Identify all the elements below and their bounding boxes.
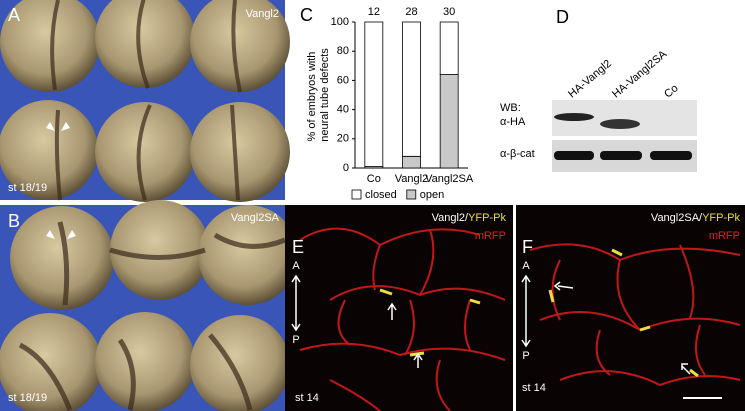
panel-label: B: [8, 211, 20, 231]
band: [600, 151, 642, 160]
legend-swatch: [351, 189, 362, 200]
n-label: 30: [443, 6, 455, 18]
arrowhead: [553, 281, 691, 375]
bar-segment: [364, 21, 384, 167]
y-axis-label-line: neural tube defects: [319, 48, 331, 142]
cell-membranes: [299, 227, 506, 411]
panel-label: D: [556, 7, 569, 27]
panel-label: A: [8, 5, 20, 25]
marker: YFP-Pk: [702, 212, 740, 224]
embryos: [0, 0, 290, 202]
band: [554, 151, 594, 160]
axis-posterior: P: [522, 350, 529, 362]
panel-a: A Vangl2 st 18/19: [0, 0, 290, 202]
lane-label: Co: [662, 82, 680, 100]
legend-label: open: [420, 189, 444, 201]
ap-arrow: [521, 274, 531, 348]
lane-label: HA-Vangl2: [566, 58, 614, 101]
yfp-puncta: [548, 248, 699, 378]
channel-label: Vangl2/YFP-Pk: [432, 212, 507, 224]
n-label: 12: [368, 6, 380, 18]
panel-label: F: [522, 237, 533, 257]
y-tick-label: 80: [337, 45, 349, 57]
panel-e: E Vangl2/YFP-Pk mRFP A P st 14: [285, 205, 513, 411]
photo-background: [285, 205, 513, 411]
ap-arrow: [291, 274, 301, 332]
legend-swatch: [406, 189, 417, 200]
yfp-puncta: [379, 288, 481, 357]
lane-label: HA-Vangl2SA: [610, 48, 670, 101]
bar-segment: [439, 74, 459, 169]
panel-title: Vangl2: [246, 8, 279, 20]
x-tick-label: Co: [367, 173, 381, 185]
y-tick-label: 100: [331, 16, 349, 28]
y-tick-label: 20: [337, 133, 349, 145]
panel-c: C % of embryos with neural tube defects …: [300, 5, 474, 201]
arrow: [387, 302, 423, 368]
legend-label: closed: [365, 189, 397, 201]
band: [554, 113, 594, 121]
bar-segment: [439, 21, 459, 75]
stage-label: st 18/19: [8, 182, 47, 194]
band: [600, 119, 640, 129]
panel-d: D HA-Vangl2 HA-Vangl2SA Co WB: α-HA α-β-…: [500, 7, 697, 172]
panel-label: C: [300, 5, 313, 25]
bar-segment: [402, 21, 421, 157]
panel-f: F Vangl2SA/YFP-Pk mRFP A P st 14: [516, 205, 745, 411]
panel-label: E: [292, 237, 304, 257]
y-axis-label-line: % of embryos with: [306, 52, 318, 142]
axis-posterior: P: [292, 334, 299, 346]
channel-label: mRFP: [475, 230, 506, 242]
x-tick-label: Vangl2SA: [425, 173, 474, 185]
y-axis-label: % of embryos with neural tube defects: [306, 48, 331, 142]
stage-label: st 14: [295, 392, 319, 404]
band: [650, 151, 692, 160]
axis-anterior: A: [522, 260, 530, 272]
wb-label: WB:: [500, 102, 521, 114]
axis-anterior: A: [292, 260, 300, 272]
y-tick-label: 0: [343, 162, 349, 174]
panel-b: B Vangl2SA st 18/19: [0, 200, 298, 411]
channel-label: mRFP: [709, 230, 740, 242]
construct: Vangl2/: [432, 212, 469, 224]
bar-segment: [402, 155, 421, 169]
construct: Vangl2SA/: [651, 212, 703, 224]
y-tick-label: 40: [337, 104, 349, 116]
n-label: 28: [405, 6, 417, 18]
stage-label: st 14: [522, 382, 546, 394]
panel-title: Vangl2SA: [231, 212, 280, 224]
stage-label: st 18/19: [8, 392, 47, 404]
x-tick-label: Vangl2: [395, 173, 428, 185]
antibody-label: α-HA: [500, 116, 526, 128]
embryos: [0, 200, 298, 411]
marker: YFP-Pk: [468, 212, 506, 224]
y-tick-label: 60: [337, 74, 349, 86]
channel-label: Vangl2SA/YFP-Pk: [651, 212, 741, 224]
antibody-label: α-β-cat: [500, 148, 535, 160]
